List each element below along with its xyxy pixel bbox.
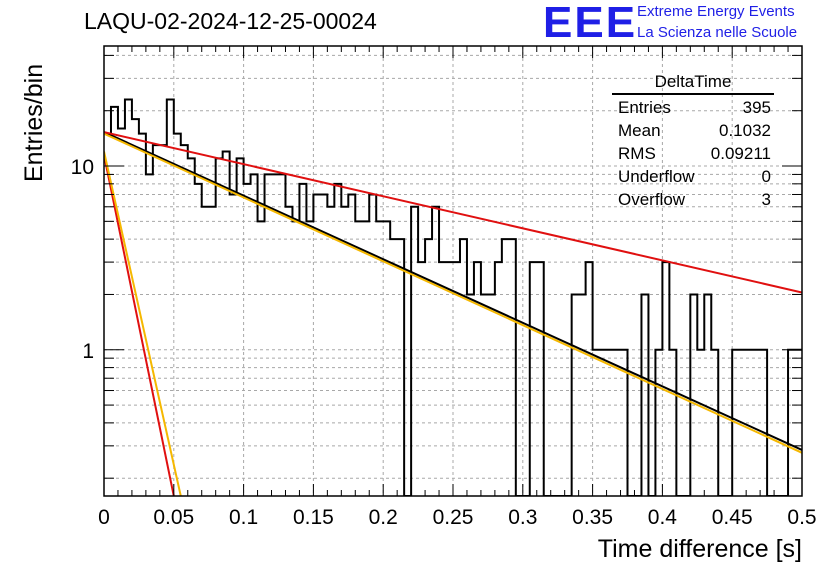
x-tick-label: 0.3 — [508, 506, 537, 529]
stats-row-underflow: Underflow 0 — [612, 165, 774, 188]
stats-value: 0 — [761, 167, 771, 186]
fit-line — [104, 131, 802, 294]
tick-labels: 0 0.05 0.1 0.15 0.2 0.25 0.3 0.35 0.4 0.45 0.5 1 10 — [71, 156, 817, 529]
y-tick-label: 1 — [82, 340, 94, 363]
x-tick-label: 0 — [98, 506, 110, 529]
x-axis-title: Time difference [s] — [597, 535, 802, 563]
fit-line — [104, 151, 182, 496]
axes — [103, 45, 803, 497]
stats-value: 3 — [761, 190, 771, 209]
stats-row-rms: RMS 0.09211 — [612, 142, 774, 165]
fit-line — [104, 154, 175, 496]
fit-line — [104, 131, 802, 451]
fit-curves — [104, 131, 802, 496]
stats-value: 0.09211 — [710, 144, 771, 163]
logo-subtitle-1: Extreme Energy Events — [637, 3, 795, 20]
x-tick-label: 0.15 — [293, 506, 334, 529]
x-tick-label: 0.45 — [712, 506, 753, 529]
x-tick-label: 0.5 — [787, 506, 816, 529]
x-tick-label: 0.35 — [572, 506, 613, 529]
stats-label: Overflow — [618, 190, 686, 209]
x-tick-label: 0.05 — [153, 506, 194, 529]
x-tick-label: 0.25 — [433, 506, 474, 529]
stats-label: Underflow — [618, 167, 695, 186]
stats-value: 395 — [742, 98, 771, 117]
stats-box: DeltaTime Entries 395 Mean 0.1032 RMS 0.… — [612, 72, 774, 211]
histogram-series — [104, 98, 802, 496]
stats-label: RMS — [618, 144, 656, 163]
histogram-outline — [104, 98, 802, 496]
y-axis-title: Entries/bin — [20, 63, 48, 182]
logo-subtitle-2: La Scienza nelle Scuole — [637, 24, 798, 41]
fit-line — [104, 132, 802, 454]
eee-logo: EEE — [543, 0, 638, 47]
x-tick-label: 0.2 — [369, 506, 398, 529]
stats-row-overflow: Overflow 3 — [612, 188, 774, 211]
stats-title: DeltaTime — [612, 72, 774, 95]
stats-label: Entries — [618, 98, 671, 117]
stats-row-entries: Entries 395 — [612, 96, 774, 119]
stats-label: Mean — [618, 121, 661, 140]
y-tick-label: 10 — [71, 156, 94, 179]
x-tick-label: 0.1 — [229, 506, 258, 529]
chart-title: LAQU-02-2024-12-25-00024 — [84, 8, 377, 34]
stats-row-mean: Mean 0.1032 — [612, 119, 774, 142]
x-tick-label: 0.4 — [648, 506, 678, 529]
stats-value: 0.1032 — [719, 121, 771, 140]
